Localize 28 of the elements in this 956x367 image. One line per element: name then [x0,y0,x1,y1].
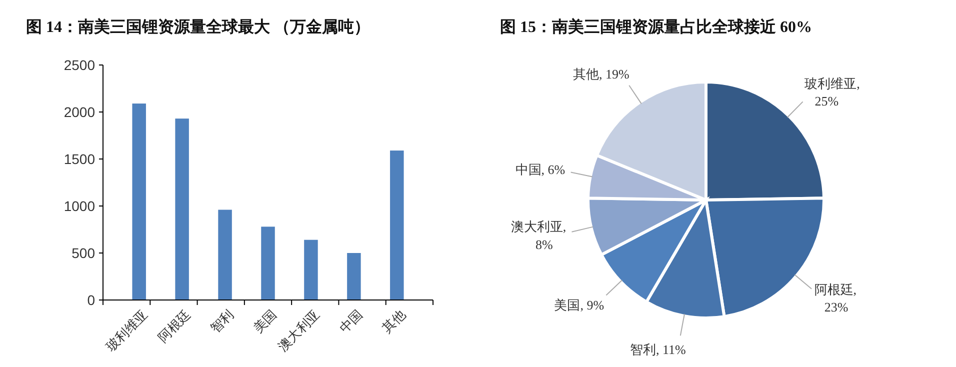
x-tick-label: 中国 [336,306,366,336]
bar [390,150,404,300]
chart-title: 图 14：南美三国锂资源量全球最大 （万金属吨） [26,17,370,36]
slice-label: 其他, 19% [572,66,630,82]
slice-label: 智利, 11% [630,342,686,357]
x-tick-label: 玻利维亚 [103,306,150,354]
slice-label: 玻利维亚, 25% [804,76,860,108]
bar [218,210,232,300]
bar [175,118,189,300]
bar [261,226,275,300]
x-tick-label: 美国 [250,306,280,336]
y-tick-label: 0 [87,292,96,308]
bar [304,240,318,300]
chart-title: 图 15：南美三国锂资源量占比全球接近 60% [500,17,812,36]
x-tick-label: 智利 [207,306,236,336]
x-tick-label: 其他 [379,306,408,336]
slice-label: 美国, 9% [554,297,604,312]
y-tick-label: 1000 [64,198,96,214]
slice-label: 阿根廷, 23% [814,282,857,315]
y-tick-label: 2500 [64,56,96,73]
y-tick-label: 1500 [64,150,96,167]
y-tick-label: 2000 [64,104,96,120]
slice-label: 中国, 6% [515,162,566,178]
y-tick-label: 500 [72,244,96,261]
x-tick-label: 阿根廷 [155,306,194,345]
slice-label: 澳大利亚, 8% [510,219,566,252]
bar [347,253,361,300]
bar [132,104,146,300]
